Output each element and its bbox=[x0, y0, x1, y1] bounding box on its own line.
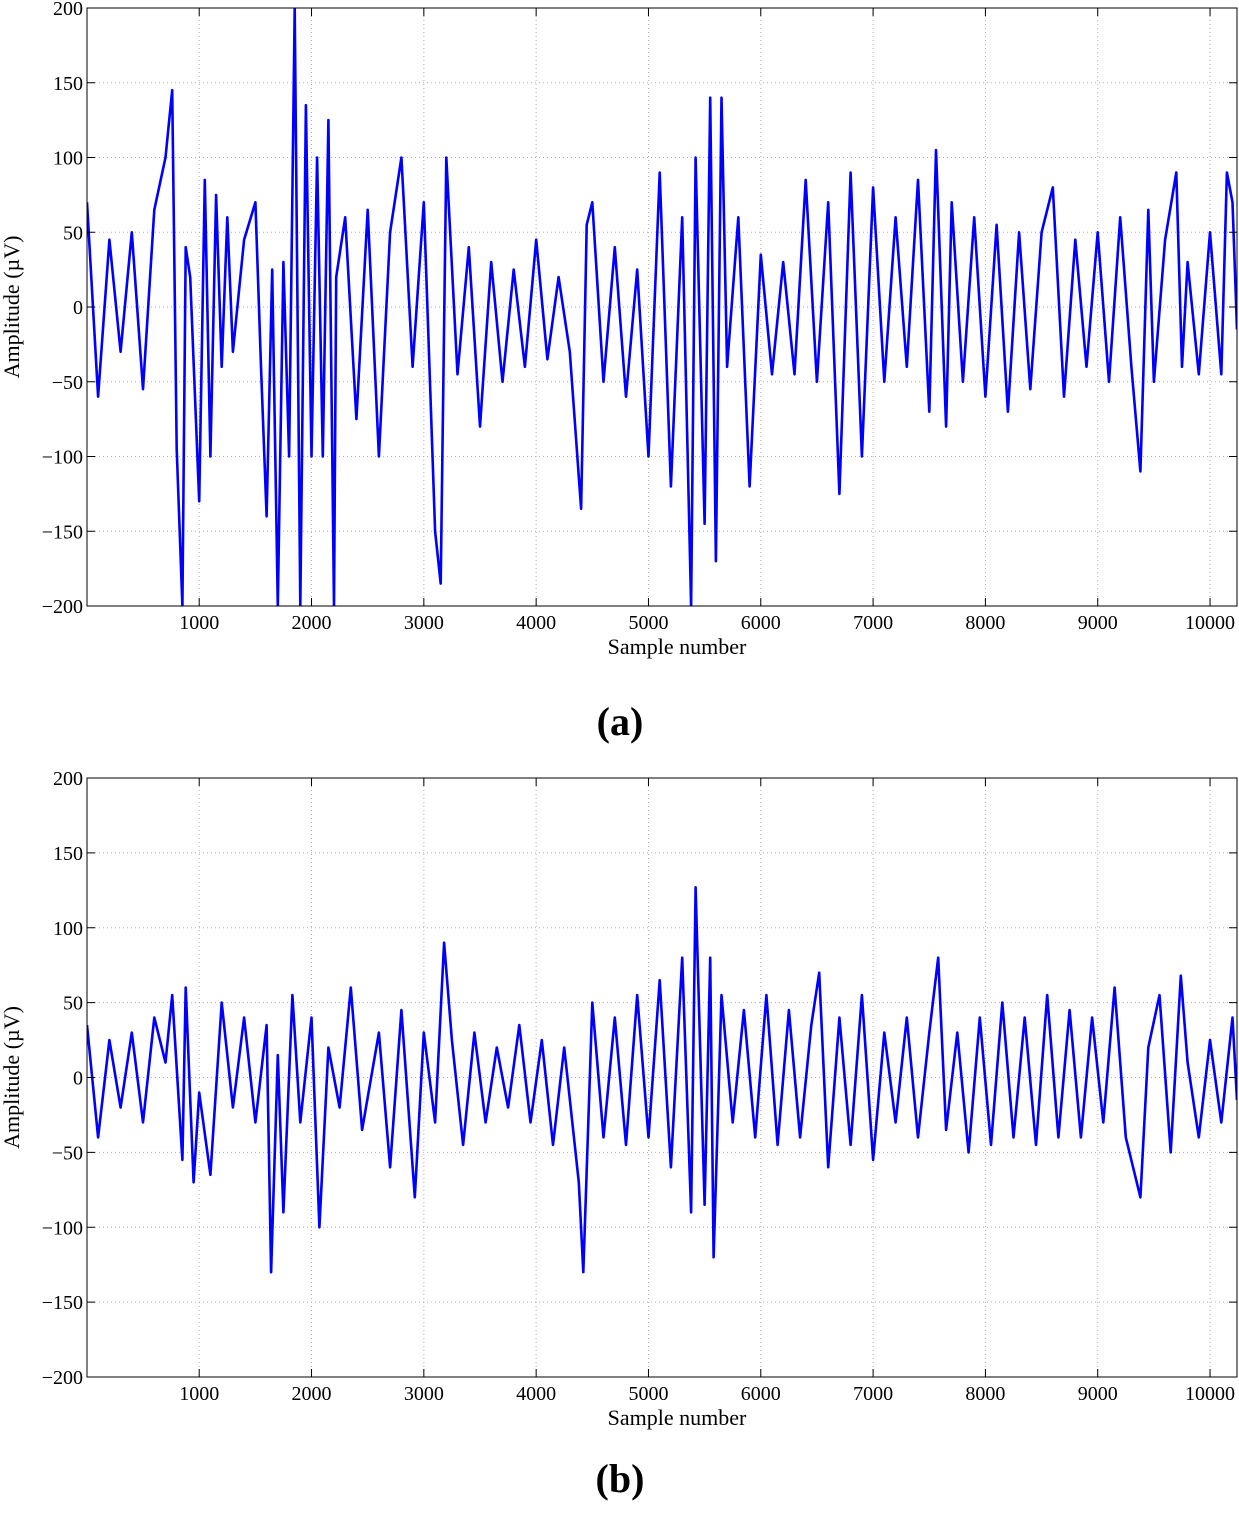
x-tick-label: 1000 bbox=[179, 1383, 219, 1405]
y-tick-label: −200 bbox=[42, 596, 83, 618]
x-tick-label: 3000 bbox=[404, 612, 444, 634]
y-tick-label: 200 bbox=[53, 0, 83, 20]
y-tick-label: 200 bbox=[53, 768, 83, 790]
y-tick-label: 100 bbox=[53, 148, 83, 170]
signal-line bbox=[87, 885, 1237, 1274]
y-tick-label: −150 bbox=[42, 1292, 83, 1314]
y-tick-label: 0 bbox=[73, 297, 83, 319]
x-tick-label: 6000 bbox=[741, 1383, 781, 1405]
panel-label-a: (a) bbox=[597, 699, 644, 744]
x-tick-label: 9000 bbox=[1078, 612, 1118, 634]
signal-line bbox=[87, 8, 1237, 606]
x-tick-label: 10000 bbox=[1185, 612, 1235, 634]
x-tick-label: 4000 bbox=[516, 1383, 556, 1405]
x-axis-label: Sample number bbox=[608, 1405, 747, 1430]
y-tick-label: −50 bbox=[52, 1142, 83, 1164]
panel-b: 1000 2000 3000 4000 5000 6000 7000 8000 9000 1000… bbox=[0, 768, 1238, 1430]
x-tick-label: 5000 bbox=[628, 1383, 668, 1405]
x-tick-label: 9000 bbox=[1078, 1383, 1118, 1405]
y-tick-label: −200 bbox=[42, 1367, 83, 1389]
x-tick-label: 4000 bbox=[516, 612, 556, 634]
y-tick-label: −50 bbox=[52, 372, 83, 394]
x-tick-label: 5000 bbox=[628, 612, 668, 634]
panel-label-b: (b) bbox=[596, 1456, 645, 1501]
x-tick-label: 10000 bbox=[1185, 1383, 1235, 1405]
x-tick-label: 8000 bbox=[965, 612, 1005, 634]
y-tick-label: 50 bbox=[63, 222, 83, 244]
x-axis-label: Sample number bbox=[608, 634, 747, 659]
y-tick-label: 0 bbox=[73, 1068, 83, 1090]
y-axis-label: Amplitude (µV) bbox=[0, 236, 24, 379]
y-tick-label: −150 bbox=[42, 521, 83, 543]
x-tick-label: 1000 bbox=[179, 612, 219, 634]
x-tick-label: 3000 bbox=[404, 1383, 444, 1405]
x-tick-label: 2000 bbox=[292, 1383, 332, 1405]
panel-a: 1000 2000 3000 4000 5000 6000 7000 8000 9000 1000… bbox=[0, 0, 1238, 659]
x-tick-label: 6000 bbox=[741, 612, 781, 634]
y-tick-label: −100 bbox=[42, 447, 83, 469]
y-tick-label: −100 bbox=[42, 1217, 83, 1239]
x-tick-label: 8000 bbox=[965, 1383, 1005, 1405]
y-axis-label: Amplitude (µV) bbox=[0, 1006, 24, 1149]
y-tick-label: 150 bbox=[53, 73, 83, 95]
y-tick-label: 50 bbox=[63, 993, 83, 1015]
y-tick-label: 100 bbox=[53, 918, 83, 940]
x-tick-label: 7000 bbox=[853, 612, 893, 634]
y-tick-label: 150 bbox=[53, 843, 83, 865]
x-tick-label: 7000 bbox=[853, 1383, 893, 1405]
x-tick-label: 2000 bbox=[292, 612, 332, 634]
